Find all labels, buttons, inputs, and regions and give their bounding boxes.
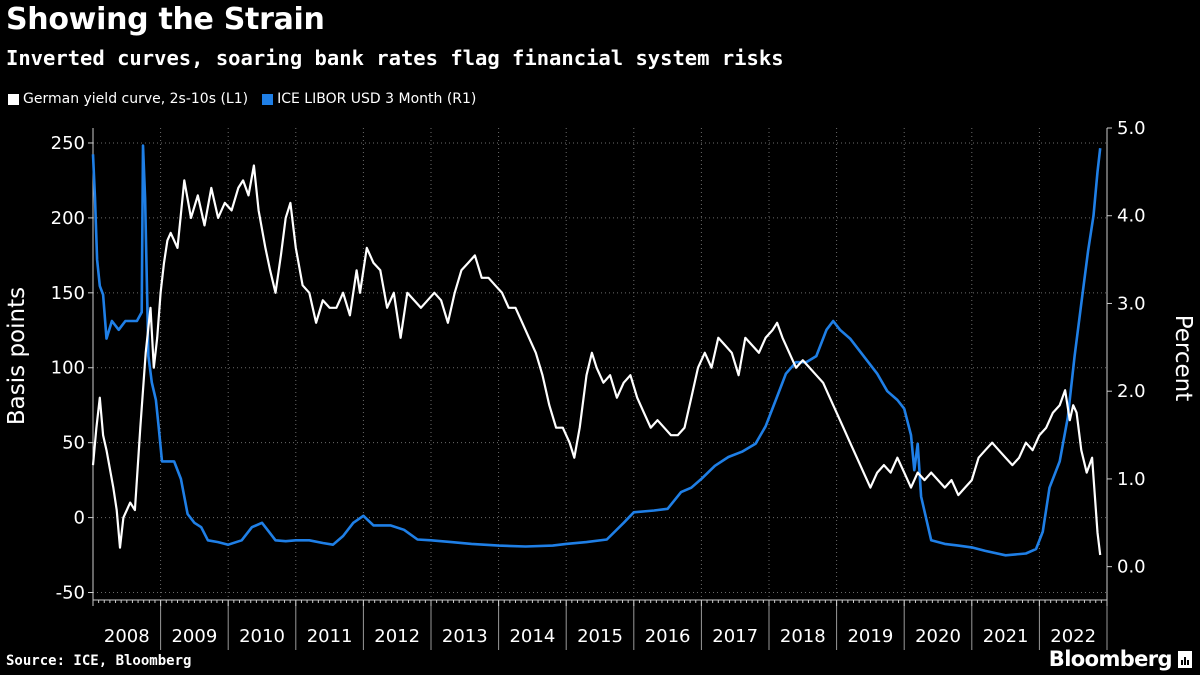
y-left-tick-label: -50 [56,583,85,604]
grid-lines [93,128,1108,600]
series-lines [91,144,1102,557]
bloomberg-logo: Bloomberg [1049,647,1192,671]
x-tick-label: 2017 [712,626,758,647]
y-left-tick-label: 50 [62,433,85,454]
y-right-tick-label: 4.0 [1117,206,1146,227]
legend-swatch-libor [262,93,274,105]
x-tick-label: 2019 [847,626,893,647]
legend-item-libor: ICE LIBOR USD 3 Month (R1) [262,91,476,107]
legend-label-libor: ICE LIBOR USD 3 Month (R1) [277,91,477,107]
y-left-tick-label: 200 [51,208,85,229]
german-yield-curve-line [91,164,1102,556]
x-tick-label: 2021 [983,626,1029,647]
libor-usd-3m-line [91,144,1102,557]
y-left-tick-label: 150 [51,283,85,304]
y-right-tick-label: 2.0 [1117,381,1146,402]
legend-label-german: German yield curve, 2s-10s (L1) [23,91,249,107]
y-right-tick-label: 1.0 [1117,469,1146,490]
x-tick-label: 2020 [915,626,961,647]
x-tick-label: 2015 [577,626,623,647]
legend-swatch-german [8,93,19,105]
x-tick-label: 2022 [1050,626,1096,647]
y-right-tick-label: 3.0 [1117,293,1146,314]
x-tick-label: 2014 [509,626,555,647]
y-right-tick-label: 5.0 [1117,118,1146,139]
source-note: Source: ICE, Bloomberg [6,653,192,669]
x-tick-label: 2009 [171,626,217,647]
x-tick-label: 2016 [645,626,691,647]
y-right-tick-label: 0.0 [1117,557,1146,578]
y-left-tick-label: 0 [74,508,85,529]
x-tick-label: 2012 [374,626,420,647]
axes: -50 0 50 100 150 200 250 0.0 1.0 2.0 3.0 4.0 5.0 2008… [51,118,1146,650]
x-tick-label: 2018 [780,626,826,647]
brand-wordmark: Bloomberg [1048,647,1173,671]
bloomberg-icon [1178,650,1192,668]
chart-subtitle: Inverted curves, soaring bank rates flag… [6,46,784,70]
y-left-tick-label: 100 [51,358,85,379]
legend: German yield curve, 2s-10s (L1) ICE LIBO… [8,91,490,107]
x-tick-label: 2010 [239,626,285,647]
x-tick-label: 2013 [442,626,488,647]
x-tick-label: 2008 [104,626,150,647]
legend-item-german: German yield curve, 2s-10s (L1) [8,91,248,107]
y-axis-left-label: Basis points [4,287,30,425]
x-tick-label: 2011 [307,626,353,647]
y-left-tick-label: 250 [51,133,85,154]
chart-title: Showing the Strain [6,2,325,37]
y-axis-right-label: Percent [1170,315,1196,402]
